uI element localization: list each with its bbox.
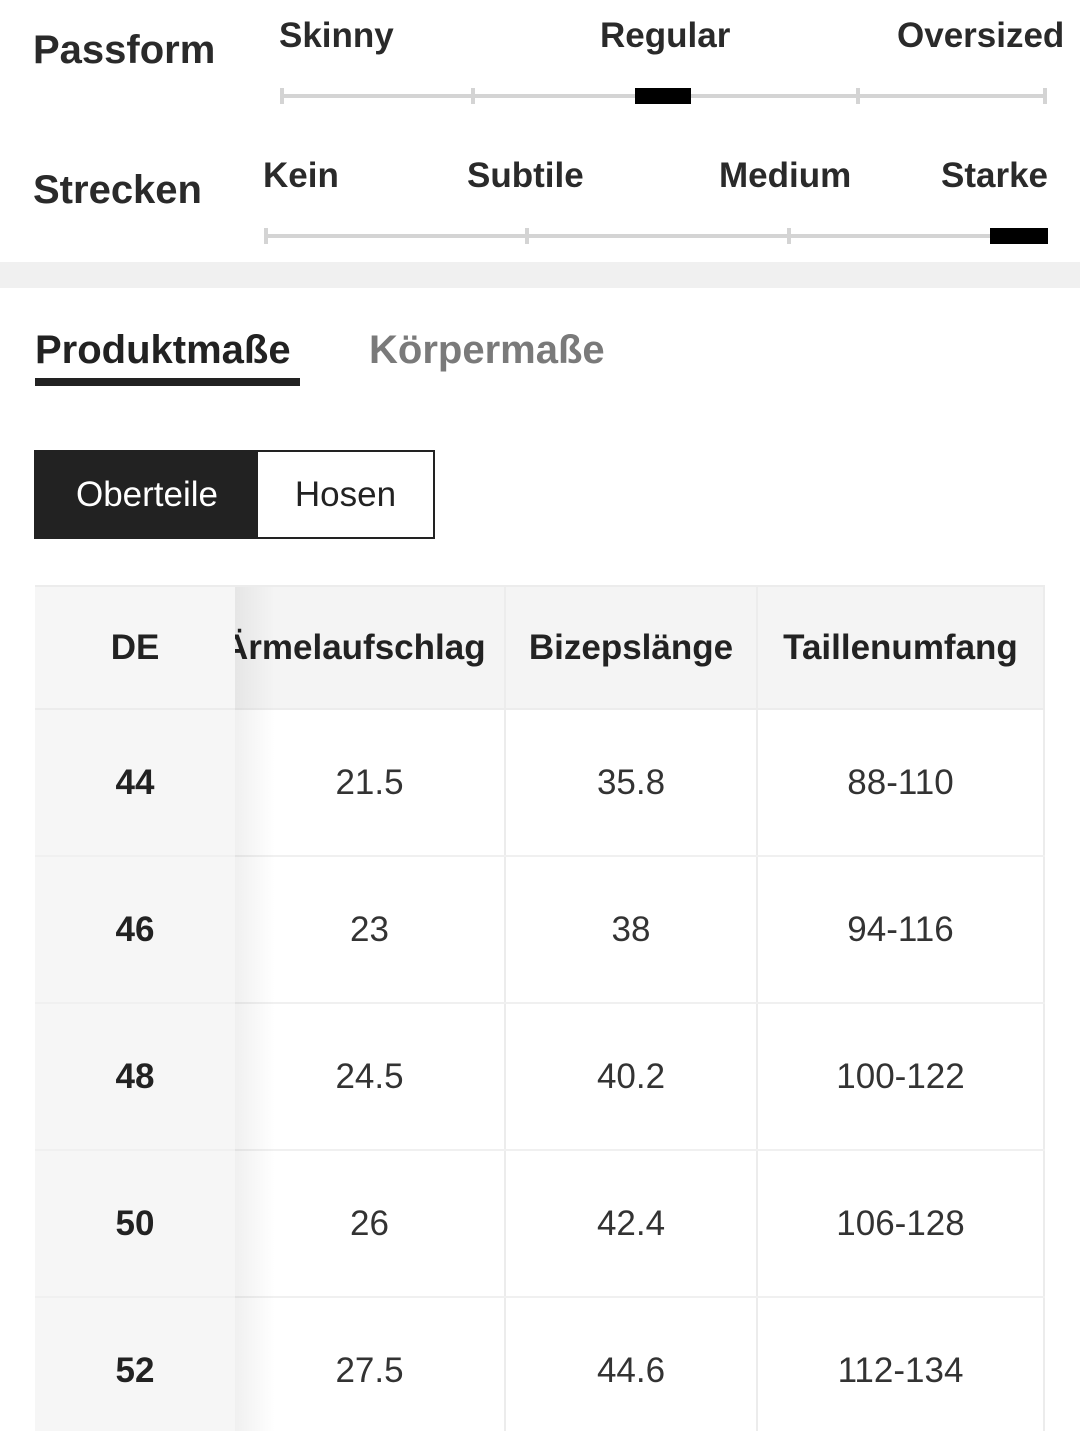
stretch-scale-tick (787, 228, 791, 244)
table-cell: 94-116 (758, 857, 1045, 1002)
table-cell: 106-128 (758, 1151, 1045, 1296)
column-header-aermelaufschlag: Ärmelaufschlag (235, 587, 506, 708)
table-cell: 112-134 (758, 1298, 1045, 1431)
stretch-option-kein: Kein (263, 156, 339, 195)
fit-scale-label: Passform (33, 28, 216, 72)
size-cell: 48 (35, 1004, 235, 1149)
active-tab-underline (35, 378, 300, 386)
toggle-hosen-button[interactable]: Hosen (258, 452, 433, 537)
fit-scale-strecken: Strecken Kein Subtile Medium Starke (0, 140, 1080, 270)
fit-option-regular: Regular (600, 16, 731, 55)
stretch-scale-track (265, 234, 1046, 238)
stretch-scale-marker (990, 228, 1048, 244)
column-header-de: DE (35, 587, 235, 708)
fit-scale-passform: Passform Skinny Regular Oversized (0, 0, 1080, 130)
fit-scale-label: Strecken (33, 168, 202, 212)
size-cell: 50 (35, 1151, 235, 1296)
table-header-row: DE Ärmelaufschlag Bizepslänge Taillenumf… (35, 587, 1045, 710)
table-cell: 35.8 (506, 710, 758, 855)
table-cell: 21.5 (235, 710, 506, 855)
table-row: 48 24.5 40.2 100-122 (35, 1004, 1045, 1151)
toggle-oberteile-button[interactable]: Oberteile (36, 452, 258, 537)
column-header-bizepslaenge: Bizepslänge (506, 587, 758, 708)
table-cell: 23 (235, 857, 506, 1002)
table-row: 44 21.5 35.8 88-110 (35, 710, 1045, 857)
section-divider (0, 262, 1080, 288)
stretch-scale-tick (264, 228, 268, 244)
column-header-taillenumfang: Taillenumfang (758, 587, 1045, 708)
column-header-text: Ärmelaufschlag (235, 627, 486, 667)
table-cell: 27.5 (235, 1298, 506, 1431)
table-row: 52 27.5 44.6 112-134 (35, 1298, 1045, 1431)
table-cell: 88-110 (758, 710, 1045, 855)
size-cell: 44 (35, 710, 235, 855)
table-cell: 26 (235, 1151, 506, 1296)
size-cell: 46 (35, 857, 235, 1002)
fit-option-skinny: Skinny (279, 16, 394, 55)
stretch-option-starke: Starke (941, 156, 1049, 195)
fit-option-oversized: Oversized (897, 16, 1065, 55)
fit-scale-tick (856, 88, 860, 104)
tab-produktmasse[interactable]: Produktmaße (35, 328, 291, 372)
fit-scale-tick (1043, 88, 1047, 104)
table-cell: 40.2 (506, 1004, 758, 1149)
table-cell: 44.6 (506, 1298, 758, 1431)
table-row: 46 23 38 94-116 (35, 857, 1045, 1004)
stretch-option-medium: Medium (719, 156, 852, 195)
size-table[interactable]: DE Ärmelaufschlag Bizepslänge Taillenumf… (35, 585, 1045, 1431)
stretch-option-subtile: Subtile (467, 156, 584, 195)
fit-scale-tick (471, 88, 475, 104)
table-cell: 42.4 (506, 1151, 758, 1296)
table-cell: 38 (506, 857, 758, 1002)
size-cell: 52 (35, 1298, 235, 1431)
fit-scale-tick (280, 88, 284, 104)
fit-scale-marker (635, 88, 691, 104)
table-cell: 100-122 (758, 1004, 1045, 1149)
table-row: 50 26 42.4 106-128 (35, 1151, 1045, 1298)
stretch-scale-tick (525, 228, 529, 244)
category-toggle: Oberteile Hosen (34, 450, 435, 539)
tab-koerpermasse[interactable]: Körpermaße (369, 328, 605, 372)
table-cell: 24.5 (235, 1004, 506, 1149)
